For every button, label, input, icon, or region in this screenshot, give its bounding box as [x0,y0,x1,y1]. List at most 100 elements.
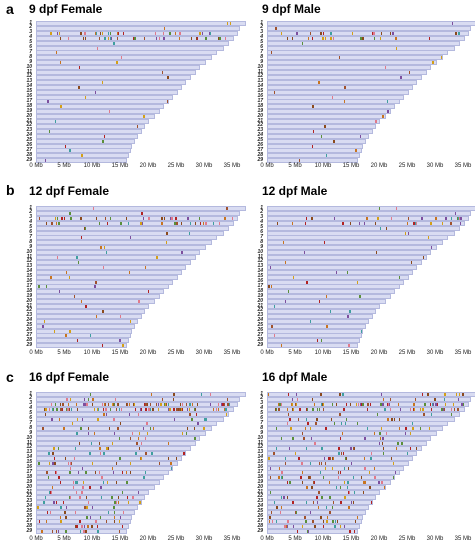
variant-mark [330,456,331,460]
variant-mark [454,211,456,215]
variant-mark [347,466,349,470]
panel-title-c-male: 16 dpf Male [262,370,328,384]
variant-mark [335,402,337,406]
chromosome-label: 1 [260,204,263,211]
variant-mark [421,216,423,220]
x-axis-tick-label: 25 Mb [398,163,416,169]
variant-mark [86,495,87,499]
variant-mark [334,525,337,529]
variant-mark [376,216,379,220]
variant-mark [174,221,177,225]
variant-mark [284,525,286,529]
chromosome-bar [267,240,444,246]
chromosome-label: 26 [257,142,263,148]
variant-mark [273,500,276,504]
chromosome-label: 12 [26,73,32,80]
variant-mark [47,476,49,480]
chromosome-label: 17 [257,282,263,289]
variant-mark [55,402,57,406]
variant-mark [209,31,212,35]
chromosome-bar [267,396,472,402]
chromosome-bar [36,30,238,36]
x-axis-tick-label: 30 Mb [195,350,213,356]
variant-mark [218,221,220,225]
variant-mark [328,481,331,485]
variant-mark [389,31,392,35]
variant-mark [379,226,381,230]
variant-mark [204,417,206,421]
chromosome-label: 18 [257,473,263,480]
chromosome-label: 17 [26,468,32,475]
chromosome-label: 24 [26,132,32,139]
variant-mark [280,31,282,35]
chromosome-label: 13 [257,449,263,456]
variant-mark [169,31,171,35]
variant-mark [46,510,48,514]
variant-mark [330,36,332,40]
variant-mark [113,510,115,514]
variant-mark [101,476,103,480]
variant-mark [205,221,207,225]
variant-mark [152,427,154,431]
chromosome-label: 2 [260,395,263,402]
variant-mark [87,427,89,431]
variant-mark [97,417,99,421]
chromosome-bar [36,220,234,226]
variant-mark [158,402,160,406]
chromosome-label: 8 [29,53,32,60]
chromosome-bar [267,431,437,437]
variant-mark [87,500,89,504]
variant-mark [337,471,339,475]
variant-mark [170,461,173,465]
chromosome-label: 15 [257,273,263,280]
variant-mark [89,334,91,338]
variant-mark [89,515,91,519]
variant-mark [63,500,65,504]
variant-mark [359,221,361,225]
chromosome-bar [36,104,165,110]
variant-mark [423,256,425,259]
variant-mark [444,402,446,406]
variant-mark [47,100,49,104]
variant-mark [298,159,300,163]
variant-mark [330,31,332,35]
chromosome-bar [36,284,169,290]
variant-mark [151,393,152,396]
variant-mark [52,446,55,450]
variant-mark [74,446,76,450]
variant-mark [444,393,446,396]
variant-mark [286,407,289,411]
variant-mark [147,402,149,406]
variant-mark [107,36,109,40]
variant-mark [455,393,458,396]
chromosome-label: 26 [257,327,263,333]
variant-mark [217,402,220,406]
variant-mark [462,393,465,396]
x-axis-tick-label: 30 Mb [195,536,213,542]
chromosome-bar [36,304,150,309]
variant-mark [109,407,111,411]
variant-mark [82,481,84,485]
variant-mark [319,471,322,475]
variant-mark [320,446,323,450]
variant-mark [157,407,159,411]
variant-mark [163,36,165,40]
chromosome-bar [36,279,173,285]
chromosome-bar [36,509,136,515]
variant-mark [199,31,201,35]
x-axis-tick-label: 5 Mb [288,536,302,542]
variant-mark [175,407,178,411]
chromosome-bar [267,460,410,466]
variant-mark [74,525,77,529]
variant-mark [284,461,286,465]
variant-mark [284,300,287,304]
variant-mark [158,36,160,40]
variant-mark [301,481,303,485]
variant-mark [281,476,283,480]
chromosome-label: 17 [26,282,32,289]
variant-mark [274,334,276,338]
chromosome-label: 21 [26,302,32,309]
variant-mark [428,427,431,431]
chromosome-label: 7 [29,48,32,55]
chromosome-bar [36,210,241,216]
